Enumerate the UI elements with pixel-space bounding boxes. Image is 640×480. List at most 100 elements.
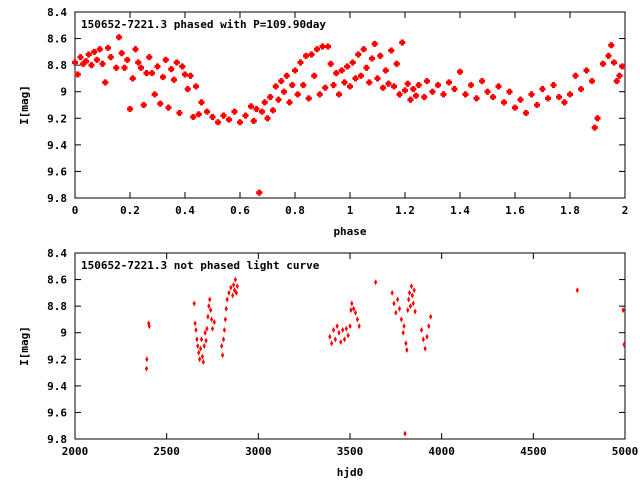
- data-point: [408, 303, 413, 310]
- data-point: [332, 69, 340, 77]
- data-point: [283, 72, 291, 80]
- data-point: [462, 91, 469, 98]
- data-point: [327, 60, 335, 68]
- y-tick-label: 8.6: [47, 33, 67, 46]
- data-point: [566, 91, 574, 98]
- x-tick-label: 1: [347, 204, 354, 217]
- data-point: [434, 81, 442, 89]
- data-point: [197, 349, 201, 356]
- data-point: [198, 99, 205, 106]
- data-point: [393, 60, 401, 68]
- x-tick-label: 0.2: [120, 204, 140, 217]
- x-axis-label: phase: [333, 225, 366, 238]
- data-point: [352, 75, 359, 82]
- y-tick-label: 8.4: [47, 247, 67, 260]
- data-point: [231, 281, 236, 288]
- data-point: [365, 79, 373, 86]
- data-point: [210, 325, 215, 332]
- data-point: [269, 107, 277, 114]
- plot-frame: [74, 252, 626, 440]
- data-point: [341, 79, 348, 86]
- data-point: [250, 117, 258, 125]
- data-point: [203, 329, 207, 336]
- data-point: [342, 336, 347, 343]
- data-point: [205, 325, 209, 332]
- data-point: [419, 327, 424, 334]
- data-point: [618, 63, 626, 70]
- data-point: [132, 45, 139, 53]
- data-point: [544, 95, 552, 102]
- data-point: [232, 287, 237, 294]
- y-tick-label: 9.6: [47, 406, 67, 419]
- data-point: [387, 47, 395, 54]
- data-point: [143, 69, 150, 77]
- data-point: [145, 356, 149, 363]
- data-point: [353, 309, 358, 316]
- data-point: [231, 108, 238, 115]
- data-point: [588, 77, 596, 85]
- data-point: [178, 63, 186, 70]
- data-point: [264, 115, 271, 122]
- data-point: [591, 124, 599, 131]
- data-point: [357, 323, 361, 330]
- data-point: [440, 91, 447, 98]
- data-point: [330, 340, 334, 347]
- data-point: [522, 109, 530, 117]
- x-tick-label: 3000: [245, 445, 272, 458]
- data-point: [403, 430, 407, 437]
- x-tick-label: 0.6: [230, 204, 250, 217]
- data-point: [352, 305, 356, 312]
- data-point: [253, 105, 260, 113]
- data-point: [288, 81, 296, 89]
- data-point: [489, 93, 497, 101]
- data-point: [96, 45, 104, 53]
- x-axis-label: hjd0: [337, 466, 364, 479]
- data-point: [170, 76, 178, 84]
- data-point: [406, 307, 410, 314]
- data-point: [277, 77, 285, 85]
- data-point: [410, 292, 414, 299]
- data-point: [397, 305, 402, 312]
- y-axis-label: I[mag]: [18, 85, 31, 125]
- data-point: [412, 287, 416, 294]
- data-point: [206, 313, 210, 320]
- data-point: [401, 87, 409, 94]
- data-point: [156, 100, 164, 107]
- data-point: [577, 85, 585, 93]
- data-point: [324, 43, 332, 50]
- data-point: [207, 303, 211, 310]
- x-tick-label: 1.8: [560, 204, 580, 217]
- data-point: [613, 77, 621, 85]
- data-point: [385, 80, 392, 87]
- data-point: [467, 81, 475, 89]
- data-point: [394, 309, 398, 316]
- data-point: [203, 108, 211, 115]
- data-point: [74, 71, 82, 78]
- data-point: [341, 327, 345, 334]
- data-point: [199, 336, 204, 343]
- y-tick-label: 8.8: [47, 300, 67, 313]
- data-point: [258, 108, 266, 115]
- data-point: [220, 352, 225, 359]
- data-point: [610, 59, 618, 66]
- data-point: [407, 289, 412, 296]
- data-point: [594, 115, 601, 122]
- data-point: [195, 336, 199, 343]
- data-point: [101, 79, 109, 86]
- data-point: [335, 323, 339, 330]
- y-tick-label: 9.4: [47, 139, 67, 152]
- data-point: [209, 316, 214, 323]
- data-point: [484, 88, 491, 95]
- data-point: [423, 345, 427, 352]
- data-point: [272, 83, 280, 90]
- data-point: [247, 103, 255, 110]
- data-point: [115, 33, 123, 41]
- data-point: [420, 93, 428, 101]
- y-tick-label: 9.2: [47, 353, 67, 366]
- data-point: [209, 113, 216, 121]
- data-point: [181, 71, 189, 78]
- data-point: [376, 52, 384, 60]
- data-point: [137, 64, 145, 72]
- data-point: [555, 93, 563, 101]
- y-tick-label: 8.8: [47, 59, 67, 72]
